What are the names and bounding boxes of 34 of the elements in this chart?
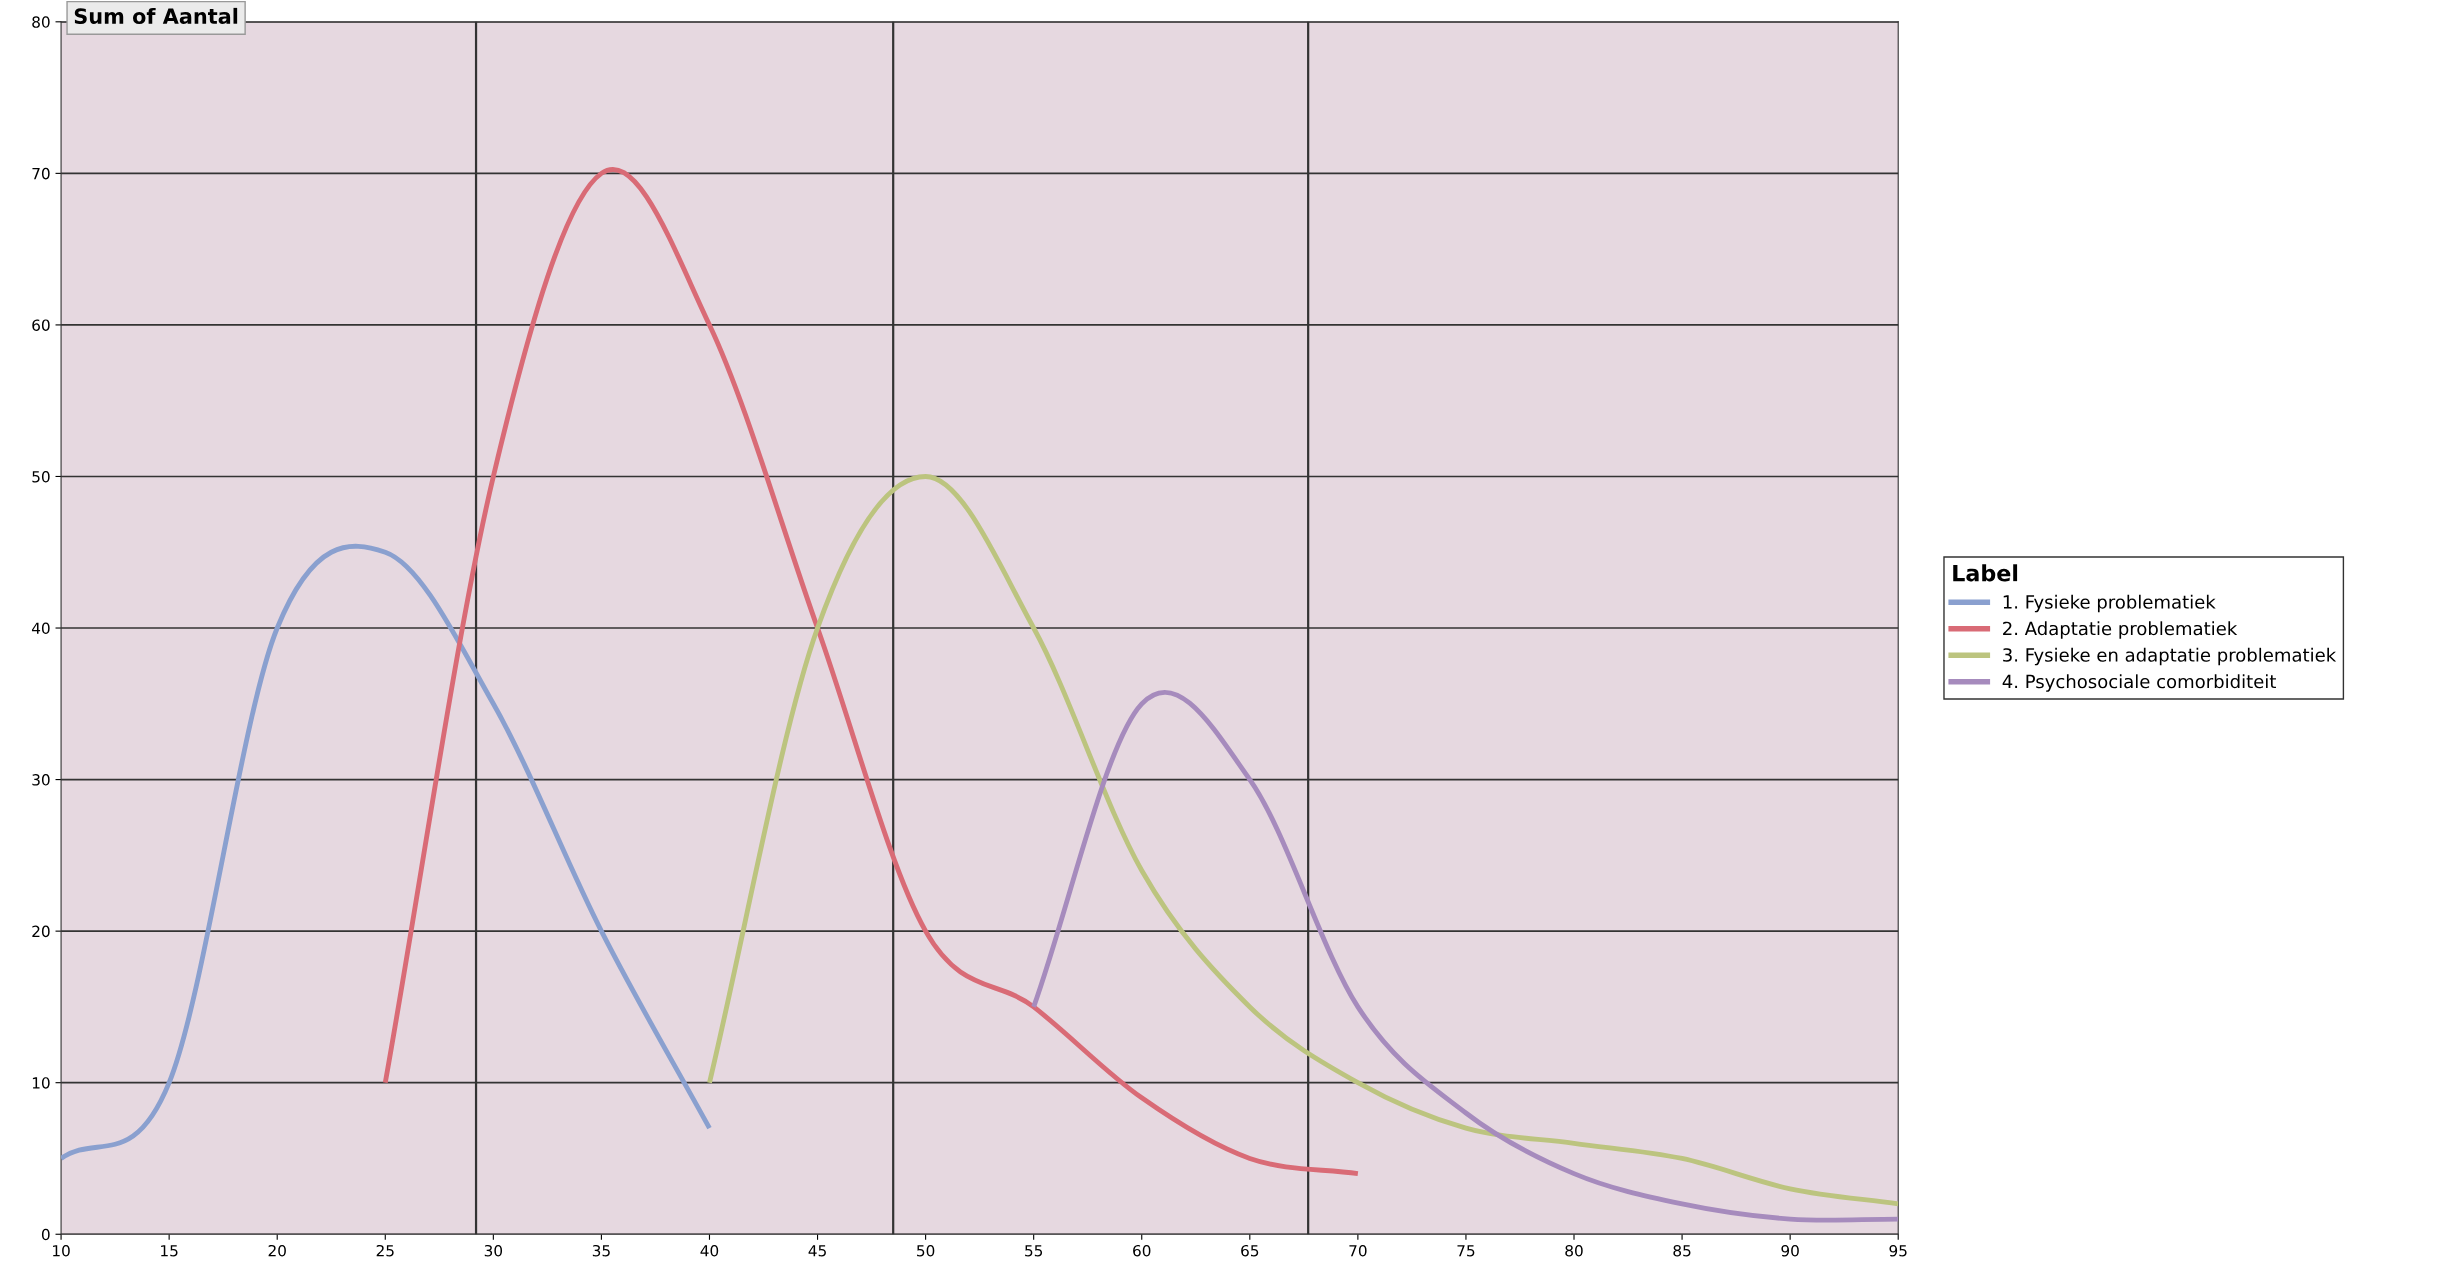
x-tick-label: 40	[700, 1244, 719, 1257]
x-tick-label: 55	[1025, 1245, 1043, 1257]
x-tick-label: 60	[1133, 1244, 1151, 1257]
x-tick-label: 70	[1349, 1244, 1367, 1257]
y-tick-label: 40	[31, 622, 50, 635]
legend-label: 2. Adaptatie problematiek	[2003, 621, 2238, 639]
x-tick-label: 90	[1781, 1244, 1799, 1257]
y-tick-label: 0	[41, 1228, 50, 1241]
y-tick-label: 10	[32, 1077, 50, 1089]
y-tick-label: 70	[32, 167, 50, 180]
x-tick-label: 45	[808, 1245, 826, 1257]
chart-title: Sum of Aantal	[74, 7, 238, 25]
x-tick-label: 30	[484, 1244, 503, 1257]
y-tick-label: 30	[32, 774, 50, 786]
legend-label: 1. Fysieke problematiek	[2003, 594, 2216, 613]
x-tick-label: 65	[1241, 1244, 1259, 1257]
x-tick-label: 50	[917, 1244, 935, 1257]
y-tick-label: 50	[32, 470, 50, 483]
x-tick-label: 25	[376, 1244, 394, 1257]
x-tick-label: 95	[1889, 1244, 1907, 1257]
legend-label: 4. Psychosociale comorbiditeit	[2002, 674, 2276, 692]
y-tick-label: 80	[32, 16, 50, 28]
y-tick-label: 20	[32, 925, 50, 938]
x-tick-label: 85	[1673, 1244, 1691, 1257]
x-tick-label: 80	[1565, 1244, 1583, 1257]
x-tick-label: 75	[1457, 1245, 1475, 1257]
x-tick-label: 35	[592, 1244, 610, 1257]
legend-title: Label	[1953, 564, 2018, 582]
x-tick-label: 20	[268, 1244, 286, 1257]
x-tick-label: 10	[53, 1244, 70, 1257]
line-series	[707, 474, 1899, 1207]
legend-label: 3. Fysieke en adaptatie problematiek	[2003, 647, 2337, 666]
y-tick-label: 60	[32, 319, 50, 331]
x-tick-label: 15	[161, 1245, 178, 1257]
